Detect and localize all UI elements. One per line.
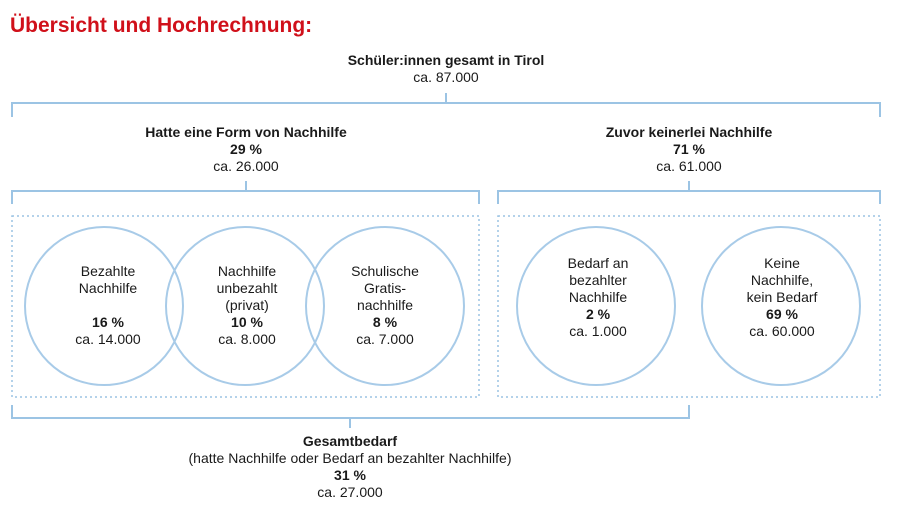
circle-unpaid-percent: 10 % [231, 314, 263, 330]
circle-paid-line-2: Nachhilfe [78, 280, 138, 296]
circle-noneed-percent: 69 % [766, 306, 798, 322]
overall-need-label: Gesamtbedarf (hatte Nachhilfe oder Bedar… [189, 433, 512, 501]
circle-no-need-text: Keine Nachhilfe, kein Bedarf 69 % ca. 60… [747, 255, 818, 340]
circle-need-paid-text: Bedarf an bezahlter Nachhilfe 2 % ca. 1.… [568, 255, 629, 340]
circle-paid-text: Bezahlte Nachhilfe 16 % ca. 14.000 [75, 263, 140, 348]
bracket-total [11, 93, 881, 117]
bracket-overall-need [11, 405, 690, 428]
circle-school-line-1: Schulische [351, 263, 419, 279]
group-right-heading: Zuvor keinerlei Nachhilfe [605, 124, 773, 140]
circle-need-value: ca. 1.000 [569, 323, 627, 339]
page-title: Übersicht und Hochrechnung: [10, 14, 313, 37]
circle-noneed-line-3: kein Bedarf [746, 289, 818, 305]
circle-paid-percent: 16 % [92, 314, 124, 330]
total-heading: Schüler:innen gesamt in Tirol [347, 52, 545, 68]
circle-school-line-3: nachhilfe [356, 297, 414, 313]
circle-need-line-2: bezahlter [569, 272, 627, 288]
group-left-heading: Hatte eine Form von Nachhilfe [145, 124, 347, 140]
group-left-percent: 29 % [230, 141, 262, 157]
circle-no-need [701, 226, 861, 386]
bracket-left-group [11, 181, 480, 204]
circle-school-free [305, 226, 465, 386]
circle-paid [24, 226, 184, 386]
overall-need-value: ca. 27.000 [317, 484, 383, 500]
circle-paid-value: ca. 14.000 [75, 331, 141, 347]
circle-school-percent: 8 % [372, 314, 398, 330]
circle-school-value: ca. 7.000 [356, 331, 414, 347]
group-right-label: Zuvor keinerlei Nachhilfe 71 % ca. 61.00… [606, 124, 773, 175]
circle-noneed-line-1: Keine [764, 255, 800, 271]
circle-unpaid-private [165, 226, 325, 386]
overall-need-percent: 31 % [334, 467, 366, 483]
circle-school-free-text: Schulische Gratis- nachhilfe 8 % ca. 7.0… [351, 263, 419, 348]
group-right-value: ca. 61.000 [656, 158, 722, 174]
total-label: Schüler:innen gesamt in Tirol ca. 87.000 [348, 52, 545, 86]
circle-unpaid-line-2: unbezahlt [216, 280, 278, 296]
circle-paid-line-1: Bezahlte [80, 263, 136, 279]
circle-unpaid-line-1: Nachhilfe [217, 263, 277, 279]
box-left-group [11, 215, 480, 398]
circle-need-line-3: Nachhilfe [568, 289, 628, 305]
circle-unpaid-private-text: Nachhilfe unbezahlt (privat) 10 % ca. 8.… [217, 263, 278, 348]
group-right-percent: 71 % [673, 141, 705, 157]
group-left-label: Hatte eine Form von Nachhilfe 29 % ca. 2… [145, 124, 346, 175]
group-left-value: ca. 26.000 [213, 158, 279, 174]
circle-noneed-value: ca. 60.000 [749, 323, 815, 339]
circle-need-percent: 2 % [585, 306, 611, 322]
circle-need-paid [516, 226, 676, 386]
box-right-group [497, 215, 881, 398]
bracket-right-group [497, 181, 881, 204]
circle-noneed-line-2: Nachhilfe, [750, 272, 814, 288]
circle-unpaid-line-3: (privat) [225, 297, 269, 313]
overall-need-subheading: (hatte Nachhilfe oder Bedarf an bezahlte… [188, 450, 512, 466]
total-value: ca. 87.000 [413, 69, 479, 85]
overall-need-heading: Gesamtbedarf [302, 433, 398, 449]
circle-need-line-1: Bedarf an [567, 255, 629, 271]
circle-school-line-2: Gratis- [363, 280, 406, 296]
circle-unpaid-value: ca. 8.000 [218, 331, 276, 347]
